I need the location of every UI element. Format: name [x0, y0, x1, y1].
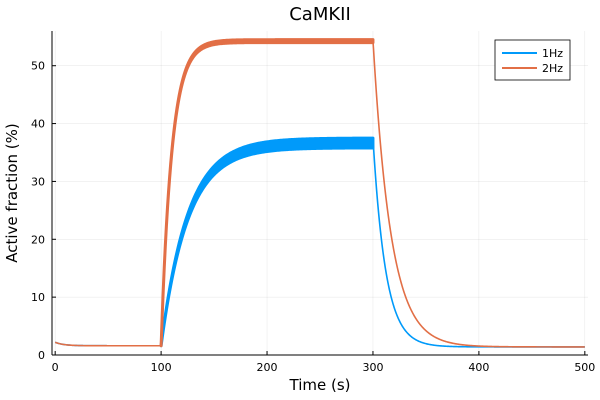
x-tick-label: 200	[257, 361, 278, 374]
y-tick-label: 50	[31, 60, 45, 73]
y-tick-label: 40	[31, 118, 45, 131]
legend: 1Hz 2Hz	[494, 39, 571, 81]
legend-label-1hz: 1Hz	[542, 47, 563, 60]
x-tick-label: 100	[151, 361, 172, 374]
series-line-2hz	[54, 40, 586, 348]
legend-box	[494, 39, 571, 81]
y-tick-label: 30	[31, 175, 45, 188]
y-tick-label: 20	[31, 233, 45, 246]
y-axis-label: Active fraction (%)	[3, 123, 21, 263]
y-tick-label: 10	[31, 291, 45, 304]
series-line-1hz	[54, 142, 586, 348]
x-tick-label: 0	[52, 361, 59, 374]
series-layer	[54, 38, 586, 348]
x-tick-label: 300	[362, 361, 383, 374]
legend-label-2hz: 2Hz	[542, 62, 563, 75]
x-axis-label: Time (s)	[289, 376, 351, 394]
chart-title: CaMKII	[289, 4, 351, 25]
x-tick-label: 500	[574, 361, 595, 374]
x-tick-label: 400	[468, 361, 489, 374]
ticks: 0 100 200 300 400 500 0 10 20 30 40 50	[31, 60, 595, 374]
y-tick-label: 0	[38, 349, 45, 362]
axes	[51, 31, 588, 356]
